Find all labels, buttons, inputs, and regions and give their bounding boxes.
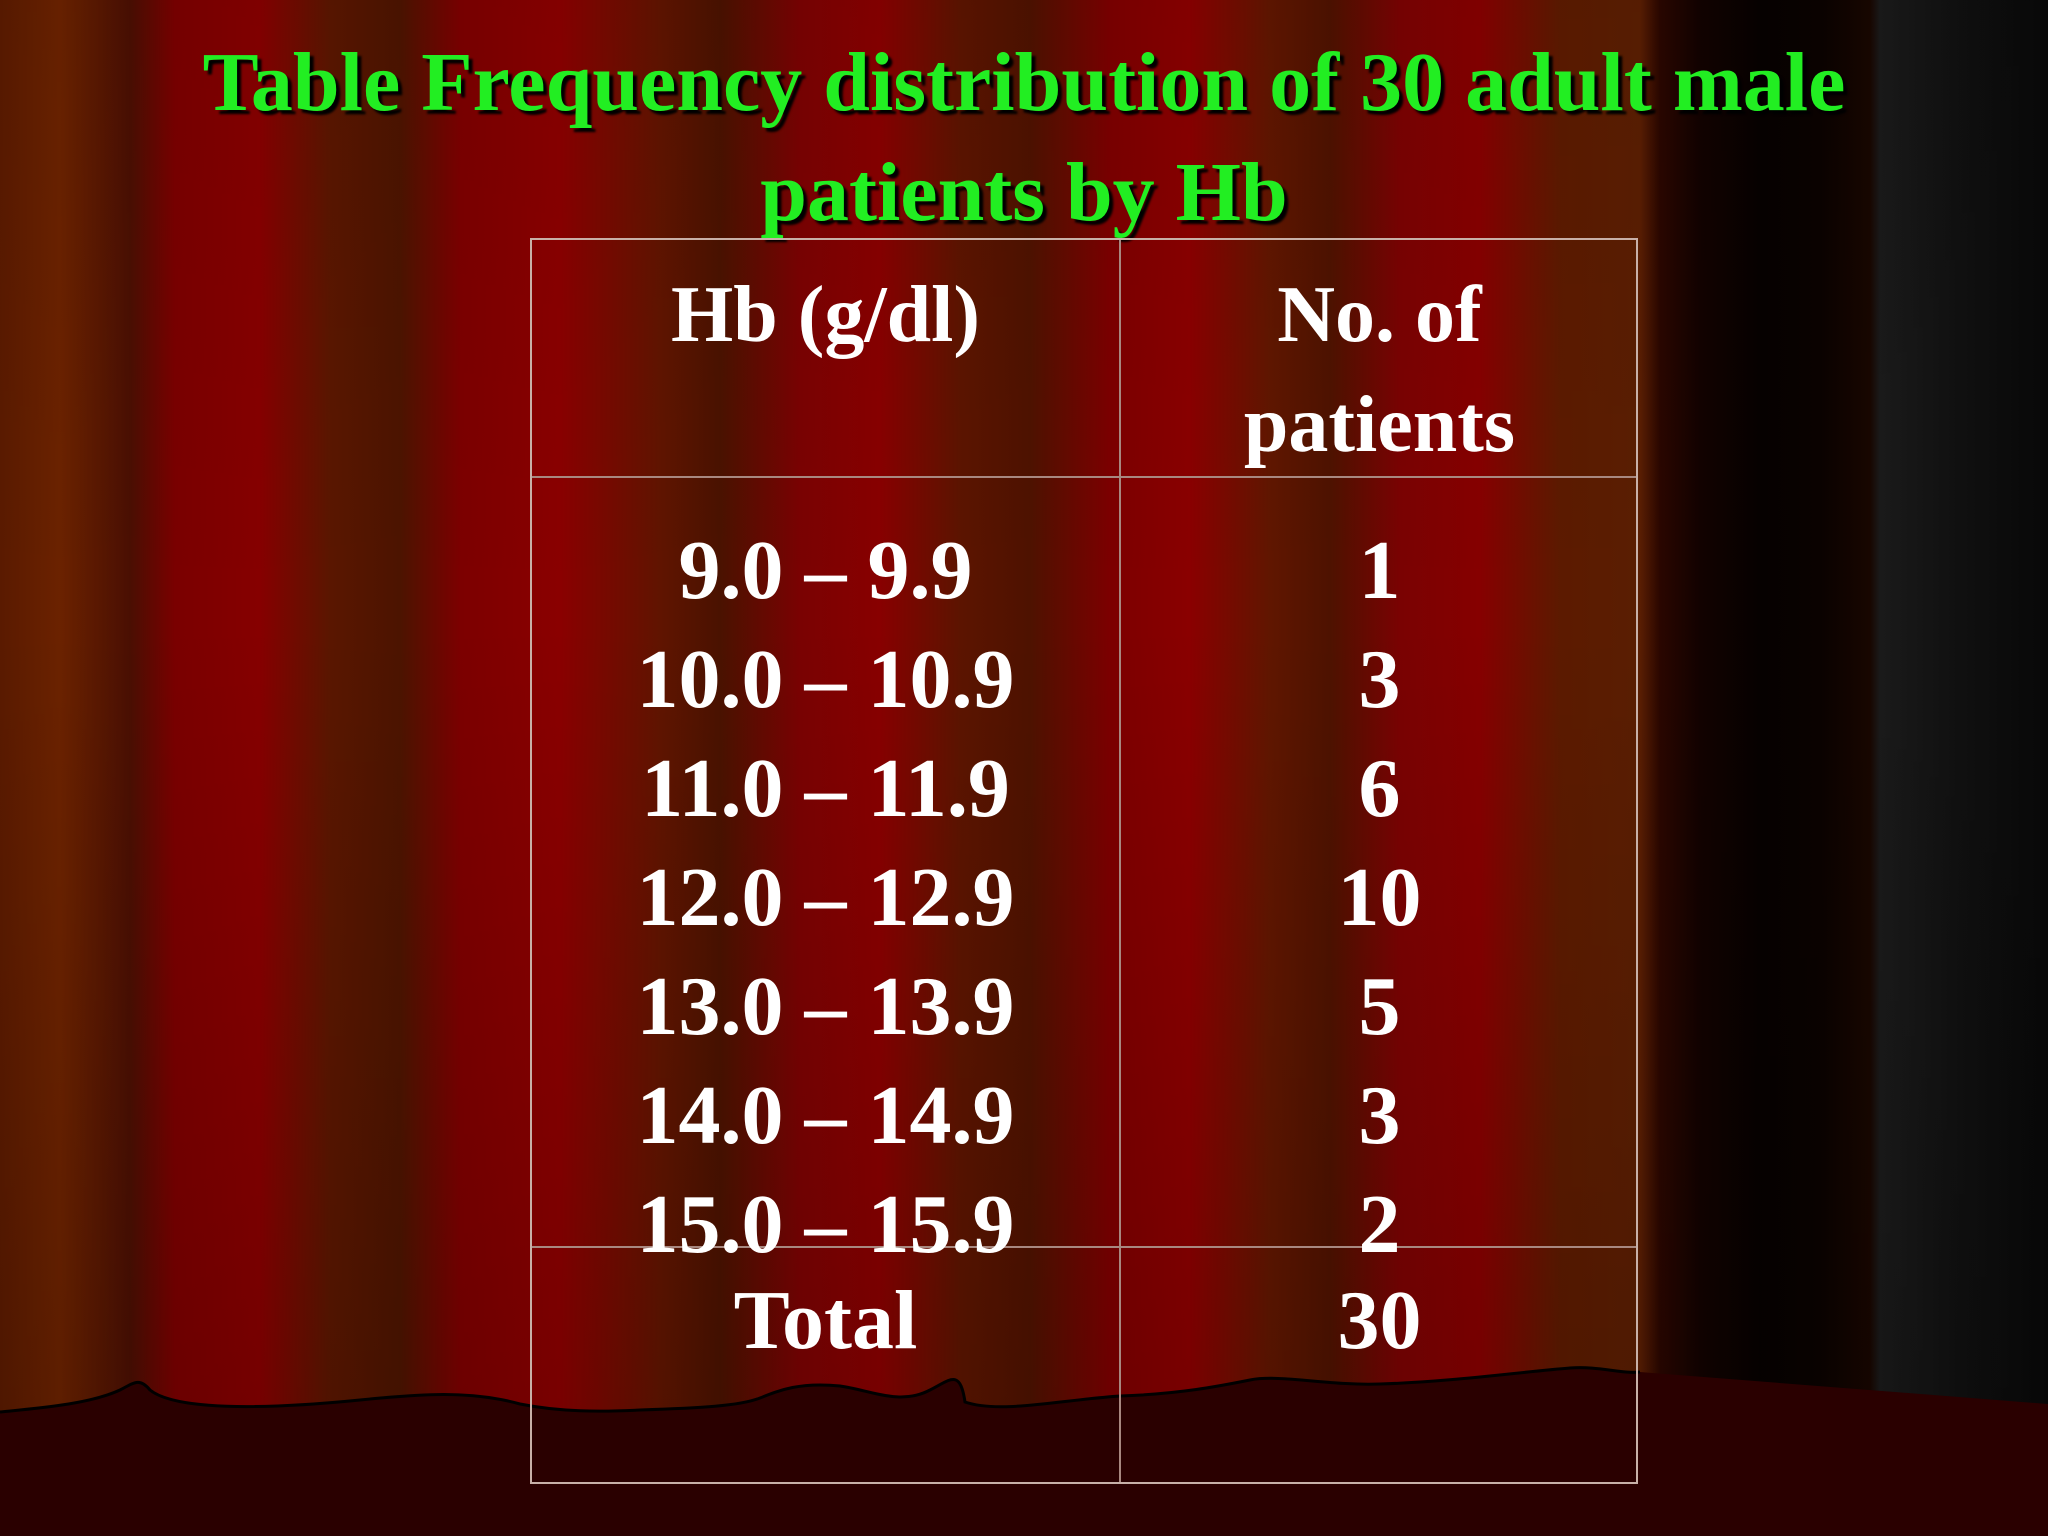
hb-range-column: 9.0 – 9.9 10.0 – 10.9 11.0 – 11.9 12.0 –…: [532, 516, 1119, 1279]
hb-range-cell: 12.0 – 12.9: [636, 851, 1015, 944]
total-label: Total: [733, 1274, 918, 1367]
hb-range-cell: 10.0 – 10.9: [636, 633, 1015, 726]
title-line-1: Table Frequency distribution of 30 adult…: [202, 36, 1846, 129]
stage-floor: [0, 1366, 2048, 1536]
title-line-2: patients by Hb: [760, 146, 1288, 239]
hb-range-cell: 14.0 – 14.9: [636, 1069, 1015, 1162]
total-divider: [532, 1246, 1636, 1248]
total-value: 30: [1337, 1274, 1422, 1367]
hb-range-cell: 13.0 – 13.9: [636, 960, 1015, 1053]
hb-range-cell: 9.0 – 9.9: [678, 524, 973, 617]
patient-count-cell: 3: [1358, 633, 1401, 726]
header-divider: [532, 476, 1636, 478]
frequency-table: Hb (g/dl) No. of patients 9.0 – 9.9 10.0…: [530, 238, 1638, 1484]
header-count: No. of patients: [1121, 260, 1638, 480]
patient-count-cell: 6: [1358, 742, 1401, 835]
patient-count-cell: 2: [1358, 1178, 1401, 1271]
patient-count-cell: 5: [1358, 960, 1401, 1053]
slide-title: Table Frequency distribution of 30 adult…: [0, 28, 2048, 248]
hb-range-cell: 15.0 – 15.9: [636, 1178, 1015, 1271]
header-count-line-2: patients: [1243, 381, 1516, 469]
patient-count-column: 1 3 6 10 5 3 2: [1121, 516, 1638, 1279]
header-hb: Hb (g/dl): [671, 271, 980, 359]
patient-count-cell: 3: [1358, 1069, 1401, 1162]
patient-count-cell: 1: [1358, 524, 1401, 617]
hb-range-cell: 11.0 – 11.9: [641, 742, 1010, 835]
column-divider: [1119, 240, 1121, 1482]
header-count-line-1: No. of: [1277, 271, 1482, 359]
patient-count-cell: 10: [1337, 851, 1422, 944]
